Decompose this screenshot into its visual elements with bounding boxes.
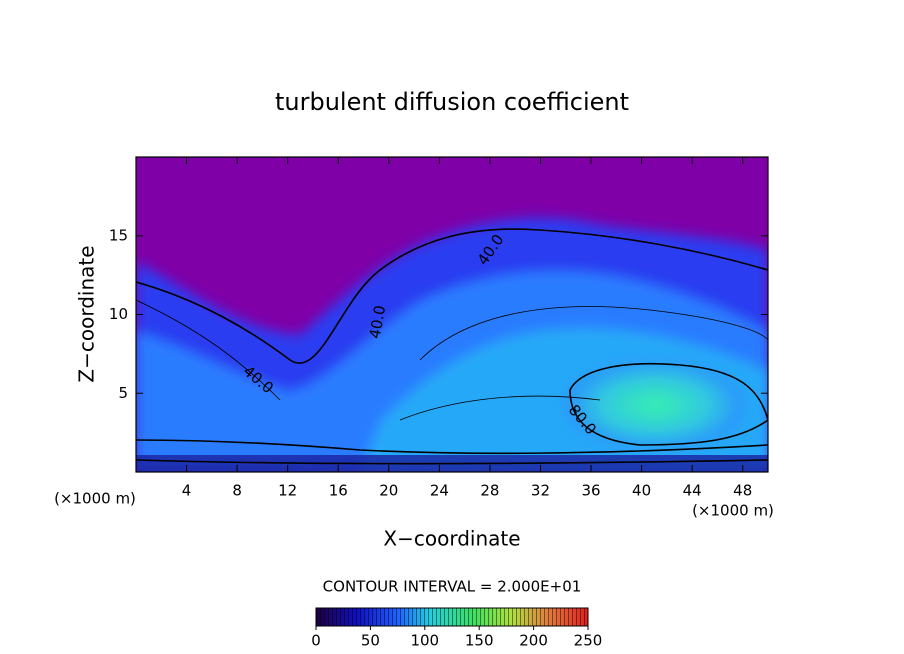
x-tick-label: 20 (379, 482, 398, 500)
colorbar-tick-label: 150 (465, 632, 494, 650)
x-unit-label: (×1000 m) (692, 502, 774, 520)
colorbar-tick-label: 250 (574, 632, 603, 650)
x-tick-label: 44 (683, 482, 702, 500)
x-axis-title: X−coordinate (383, 527, 520, 551)
contour-label: 40.0 (366, 304, 390, 340)
x-tick-label: 40 (632, 482, 651, 500)
contour-interval: CONTOUR INTERVAL = 2.000E+01 (323, 578, 582, 596)
x-tick-label: 16 (329, 482, 348, 500)
x-tick-label: 28 (480, 482, 499, 500)
colorbar-tick-label: 200 (519, 632, 548, 650)
colorbar-tick-label: 50 (361, 632, 380, 650)
x-tick-label: 32 (531, 482, 550, 500)
x-tick-label: 8 (232, 482, 242, 500)
x-tick-label: 24 (430, 482, 449, 500)
y-axis-title: Z−coordinate (75, 245, 99, 382)
x-tick-label: 12 (278, 482, 297, 500)
chart-title: turbulent diffusion coefficient (275, 88, 629, 116)
x-tick-label: 48 (733, 482, 752, 500)
y-tick-label: 5 (118, 384, 128, 402)
colorbar-tick-label: 0 (311, 632, 321, 650)
x-tick-label: 4 (182, 482, 192, 500)
x-tick-label: 36 (581, 482, 600, 500)
colorbar-frame (315, 607, 589, 627)
y-tick-label: 10 (109, 305, 128, 323)
contour-field (136, 157, 768, 472)
y-tick-label: 15 (109, 226, 128, 244)
x-unit-label: (×1000 m) (54, 490, 136, 508)
colorbar-tick-label: 100 (410, 632, 439, 650)
